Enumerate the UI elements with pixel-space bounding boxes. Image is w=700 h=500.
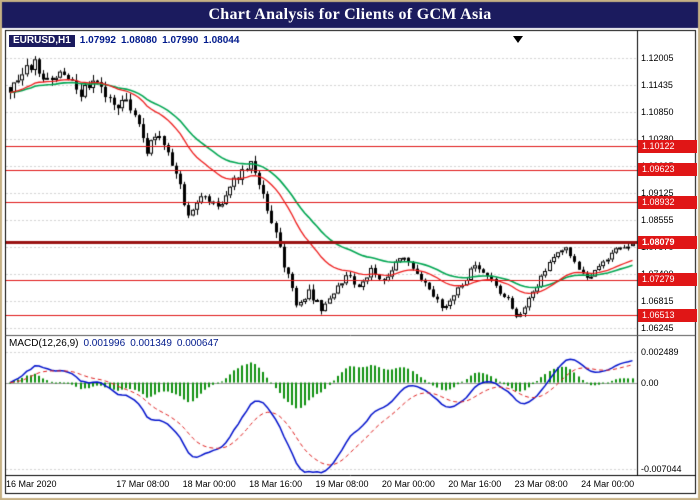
price-axis-label: 1.09125 — [641, 188, 674, 198]
price-axis-label: 1.10850 — [641, 107, 674, 118]
ohlc-value: 1.08044 — [203, 35, 240, 46]
price-axis-label: 1.06815 — [641, 296, 674, 307]
time-axis-label: 19 Mar 08:00 — [315, 479, 369, 489]
time-axis-label: 20 Mar 16:00 — [448, 479, 502, 489]
time-axis-label: 20 Mar 00:00 — [381, 479, 435, 489]
macd-info: MACD(12,26,9) 0.001996 0.001349 0.000647 — [9, 338, 219, 349]
time-axis-label: 23 Mar 08:00 — [514, 479, 568, 489]
sr-price-tag: 1.10122 — [638, 139, 697, 153]
chart-shift-marker-icon[interactable] — [513, 36, 523, 43]
title-bar: Chart Analysis for Clients of GCM Asia — [2, 2, 698, 28]
time-axis-label: 18 Mar 00:00 — [182, 479, 236, 489]
ohlc-value: 1.07992 — [79, 35, 116, 46]
sr-price-tag: 1.06513 — [638, 308, 697, 322]
ohlc-value: 1.07990 — [162, 35, 199, 46]
ohlc-value: 1.08080 — [120, 35, 158, 46]
macd-axis-label: 0.002489 — [641, 347, 679, 357]
price-axis-label: 1.10280 — [641, 134, 697, 144]
sr-price-tag: 1.09623 — [638, 163, 697, 177]
price-axis-label: 1.12005 — [641, 53, 674, 63]
macd-label: MACD(12,26,9) — [9, 338, 79, 349]
ohlc-values: 1.07992 1.08080 1.07990 1.08044 — [75, 35, 240, 46]
macd-axis-label: 0.00 — [641, 377, 659, 388]
time-axis-label: 16 Mar 2020 — [6, 479, 57, 489]
time-axis-label: 24 Mar 00:00 — [581, 479, 635, 489]
window-title: Chart Analysis for Clients of GCM Asia — [208, 6, 492, 23]
price-axis-label: 1.11435 — [641, 79, 673, 90]
macd-axis-label: -0.007044 — [641, 464, 682, 474]
macd-value: 0.000647 — [176, 338, 219, 349]
macd-value: 0.001996 — [83, 338, 126, 349]
macd-values: 0.001996 0.001349 0.000647 — [78, 338, 218, 349]
price-axis-label: 1.08555 — [641, 214, 674, 225]
time-axis-label: 18 Mar 16:00 — [249, 479, 303, 489]
sr-price-tag: 1.08932 — [638, 195, 697, 209]
macd-value: 0.001349 — [130, 338, 172, 349]
symbol-label: EURUSD,H1 — [9, 35, 75, 47]
sr-price-tag: 1.07279 — [638, 273, 697, 287]
sr-price-tag: 1.08079 — [638, 235, 697, 249]
time-axis-label: 17 Mar 08:00 — [116, 479, 170, 489]
symbol-info: EURUSD,H1 1.07992 1.08080 1.07990 1.08044 — [9, 35, 240, 47]
price-axis-label: 1.06245 — [641, 323, 674, 333]
